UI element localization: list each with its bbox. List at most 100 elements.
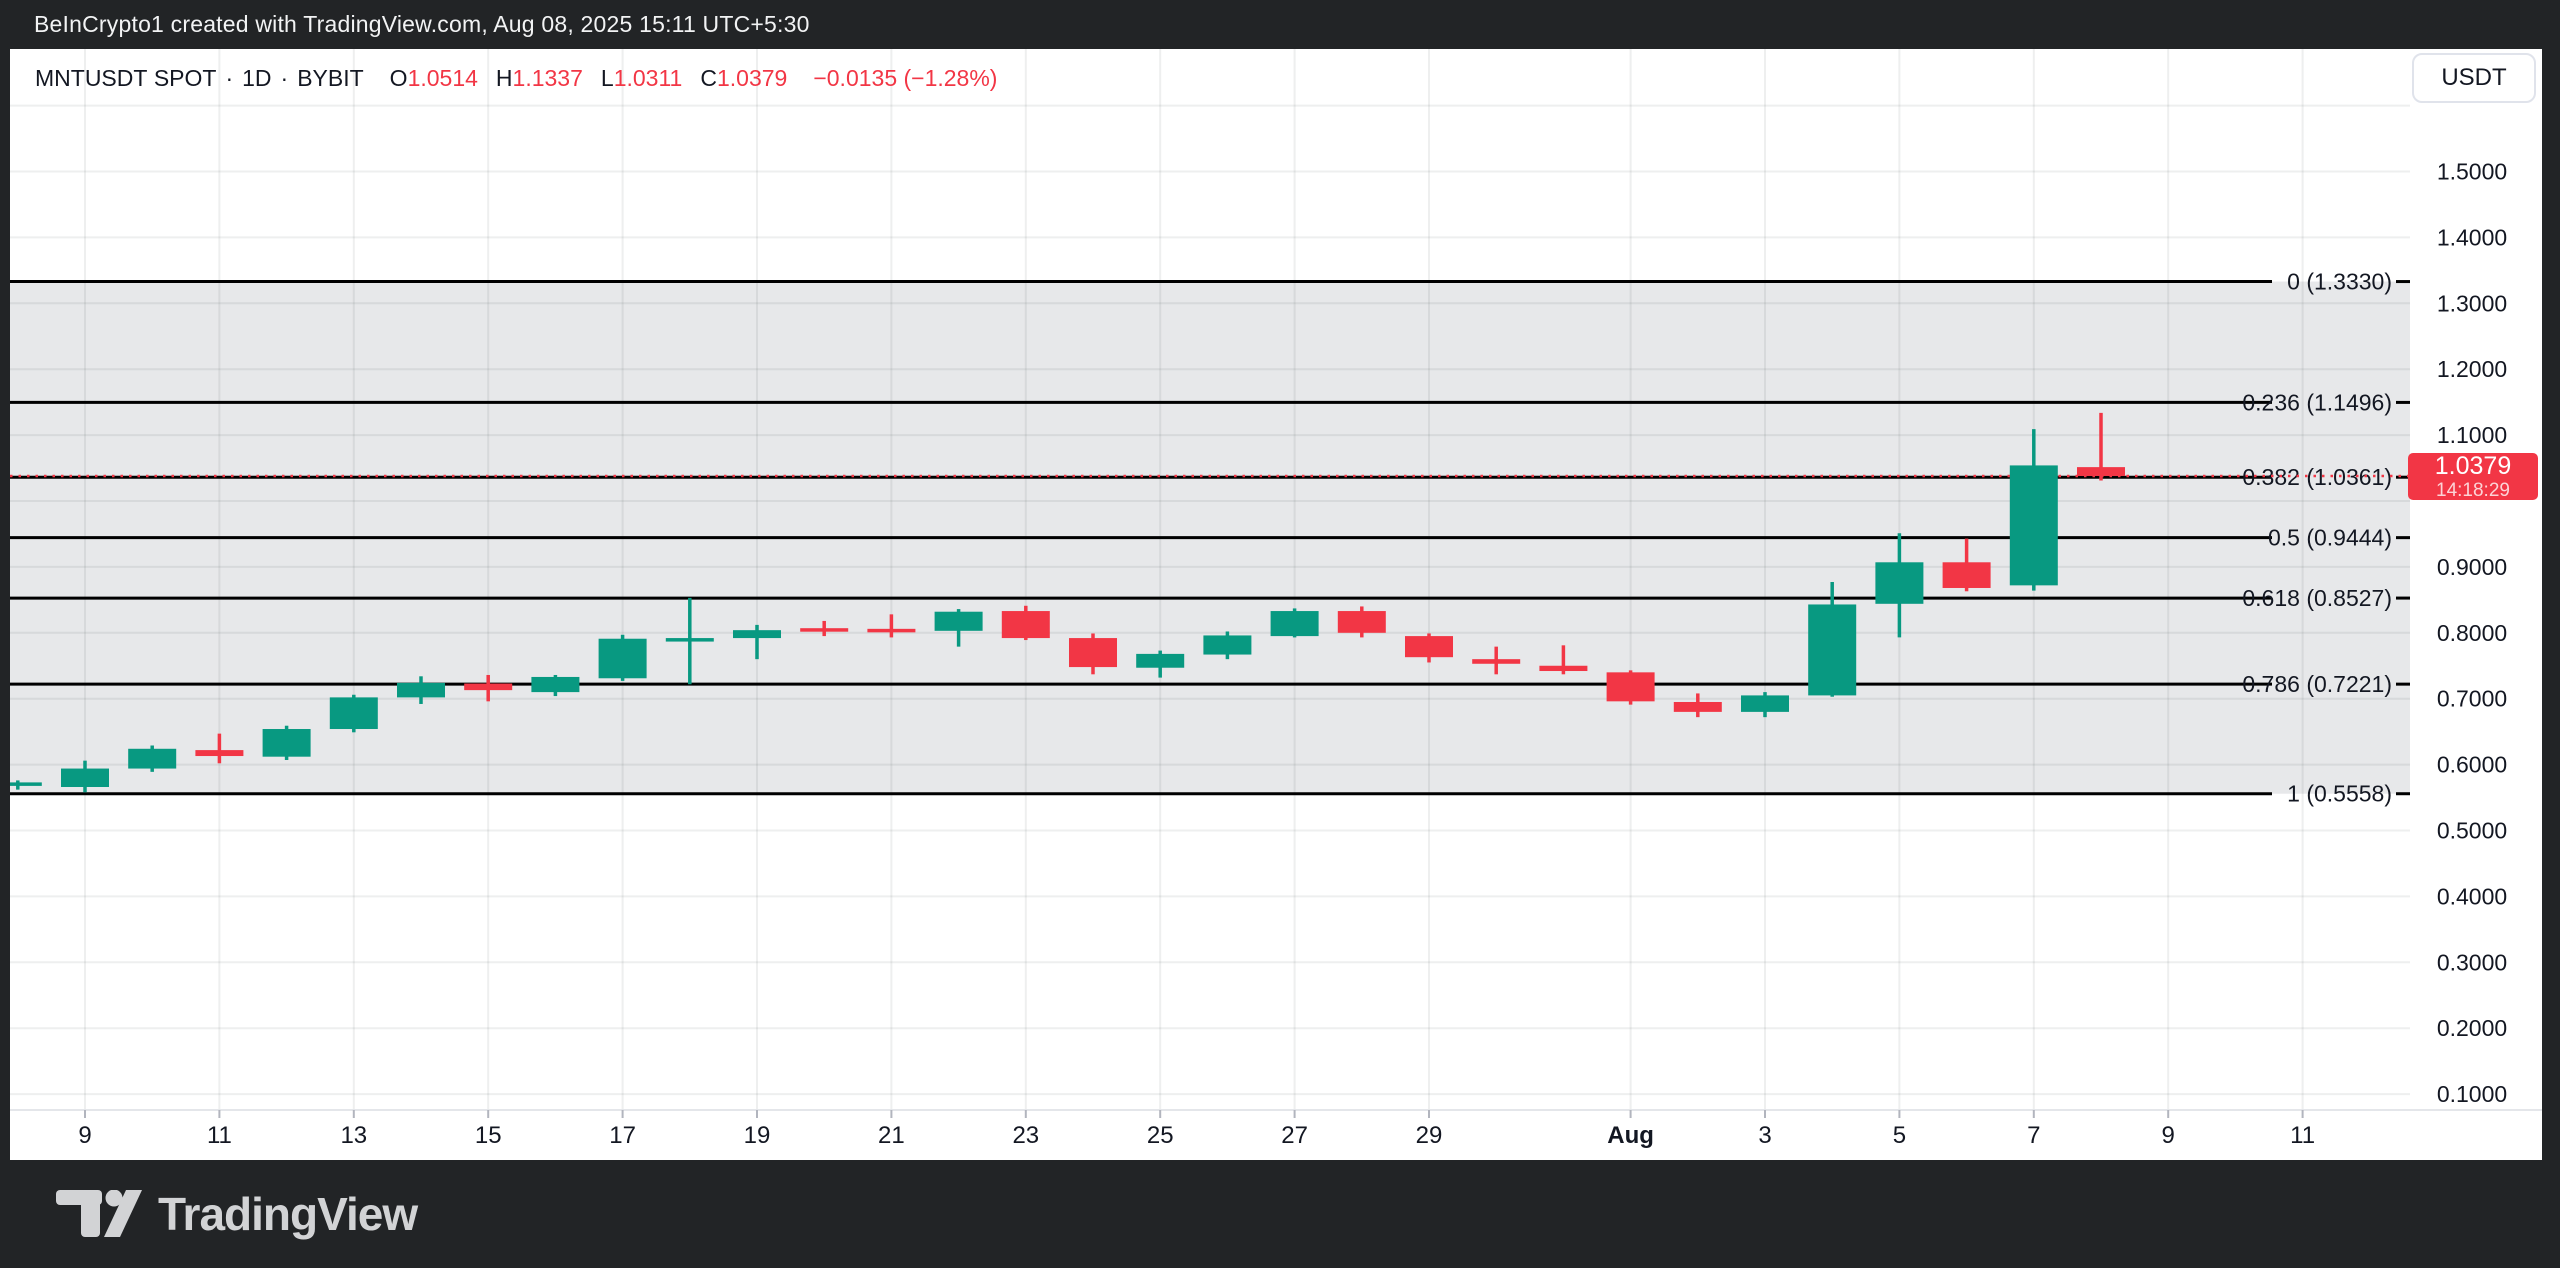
time-axis-label: 25	[1147, 1122, 1174, 1149]
candle-jul-19	[733, 630, 781, 639]
open-value: 1.0514	[407, 65, 478, 91]
time-axis-label: 17	[609, 1122, 636, 1149]
candle-jul-17	[598, 638, 647, 679]
price-axis-label: 1.4000	[2437, 224, 2507, 250]
price-axis-label: 0.1000	[2437, 1081, 2507, 1107]
candle-jul-31	[1539, 665, 1588, 672]
candle-jul-12	[262, 729, 311, 757]
fib-level-label: 0.618 (0.8527)	[2242, 585, 2392, 611]
time-axis-label: 3	[1758, 1122, 1771, 1149]
candle-jul-14	[397, 682, 445, 698]
candle-jul-27	[1270, 611, 1319, 637]
time-axis-label: 11	[2290, 1122, 2315, 1149]
legend-separator: ·	[225, 65, 234, 91]
fib-level-label: 1 (0.5558)	[2287, 781, 2392, 807]
candle-jul-10	[128, 748, 177, 769]
chart-area: 0 (1.3330) 0.236 (1.1496) 0.382 (1.0361) 0.…	[0, 49, 2560, 1160]
currency-toggle-button[interactable]: USDT	[2412, 53, 2536, 103]
price-axis-label: 0.6000	[2437, 752, 2507, 778]
low-value: 1.0311	[613, 65, 683, 91]
candle-jul-25	[1136, 653, 1185, 668]
legend-interval: 1D	[242, 65, 272, 91]
bar-countdown: 14:18:29	[2436, 479, 2510, 501]
price-axis-label: 1.3000	[2437, 290, 2507, 316]
time-axis-label: 9	[78, 1122, 91, 1149]
legend-exchange: BYBIT	[297, 65, 364, 91]
candle-jul-9	[61, 768, 109, 788]
legend-symbol: MNTUSDT	[35, 65, 148, 91]
fib-level-label: 0.5 (0.9444)	[2268, 525, 2392, 551]
candle-aug-2	[1673, 701, 1722, 712]
symbol-legend: MNTUSDT SPOT · 1D · BYBIT O1.0514 H1.133…	[35, 65, 997, 92]
candle-aug-3	[1741, 695, 1789, 712]
candle-jul-20	[800, 628, 849, 632]
fib-level-label: 0.382 (1.0361)	[2242, 464, 2392, 490]
fib-level-label: 0 (1.3330)	[2287, 269, 2392, 295]
price-axis-label: 1.1000	[2437, 422, 2507, 448]
time-axis-label: 27	[1281, 1122, 1308, 1149]
last-price-label: 1.0379 14:18:29	[2408, 453, 2538, 500]
candle-aug-4	[1808, 604, 1857, 696]
open-label: O	[389, 65, 408, 91]
candle-aug-1	[1606, 672, 1655, 702]
candle-jul-26	[1203, 635, 1252, 655]
tradingview-logo-link[interactable]: TradingView	[56, 1187, 418, 1241]
price-axis-label: 0.5000	[2437, 818, 2507, 844]
high-value: 1.1337	[512, 65, 583, 91]
time-axis-label: 15	[475, 1122, 502, 1149]
candles-group	[10, 412, 2125, 793]
time-axis-label: 13	[340, 1122, 367, 1149]
candlestick-chart[interactable]: 0 (1.3330) 0.236 (1.1496) 0.382 (1.0361) 0.…	[0, 49, 2560, 1160]
candle-jul-18	[665, 638, 714, 642]
fib-level-label: 0.786 (0.7221)	[2242, 671, 2392, 697]
time-axis-label: 23	[1012, 1122, 1039, 1149]
candle-aug-7	[2009, 465, 2058, 586]
legend-ohlc: O1.0514 H1.1337 L1.0311 C1.0379	[390, 65, 806, 92]
candle-jul-15	[464, 683, 513, 691]
candle-jul-13	[329, 697, 378, 730]
time-axis-label: 21	[878, 1122, 905, 1149]
tradingview-logo-text: TradingView	[158, 1188, 418, 1240]
candle-jul-16	[531, 676, 580, 693]
candle-jul-29	[1405, 636, 1453, 658]
attribution-text: BeInCrypto1 created with TradingView.com…	[34, 11, 810, 37]
time-axis-label: 19	[744, 1122, 771, 1149]
high-label: H	[495, 65, 513, 91]
change-value: −0.0135 (−1.28%)	[813, 65, 998, 91]
candle-jul-23	[1001, 611, 1050, 639]
price-axis-label: 0.3000	[2437, 949, 2507, 975]
candle-aug-5	[1875, 562, 1924, 604]
time-axis-label: Aug	[1607, 1122, 1654, 1149]
price-axis-label: 0.9000	[2437, 554, 2507, 580]
candle-jul-28	[1337, 611, 1386, 633]
price-axis-label: 0.4000	[2437, 883, 2507, 909]
time-axis-label: 7	[2027, 1122, 2040, 1149]
candle-jul-21	[867, 628, 916, 633]
price-axis-label: 0.2000	[2437, 1015, 2507, 1041]
candle-jul-24	[1069, 638, 1117, 668]
price-axis-label: 0.8000	[2437, 620, 2507, 646]
attribution-bar: BeInCrypto1 created with TradingView.com…	[0, 0, 2560, 49]
candle-aug-8	[2077, 467, 2125, 477]
candle-jul-30	[1472, 659, 1521, 664]
candle-aug-6	[1942, 562, 1991, 588]
candle-jul-8	[10, 782, 42, 786]
fib-level-label: 0.236 (1.1496)	[2242, 389, 2392, 415]
time-axis-label: 9	[2162, 1122, 2175, 1149]
price-axis-label: 1.5000	[2437, 159, 2507, 185]
close-value: 1.0379	[716, 65, 788, 91]
legend-market: SPOT	[153, 65, 217, 91]
branding-bar: TradingView	[0, 1160, 2560, 1268]
price-axis-label: 0.7000	[2437, 686, 2507, 712]
legend-separator: ·	[280, 65, 289, 91]
time-axis-label: 29	[1416, 1122, 1443, 1149]
time-axis-label: 11	[207, 1122, 232, 1149]
price-axis-label: 1.2000	[2437, 356, 2507, 382]
low-label: L	[600, 65, 614, 91]
time-axis-label: 5	[1893, 1122, 1906, 1149]
candle-jul-22	[934, 611, 983, 631]
candle-jul-11	[195, 750, 244, 757]
tradingview-logo-icon	[56, 1190, 142, 1237]
last-price-value: 1.0379	[2434, 451, 2512, 480]
